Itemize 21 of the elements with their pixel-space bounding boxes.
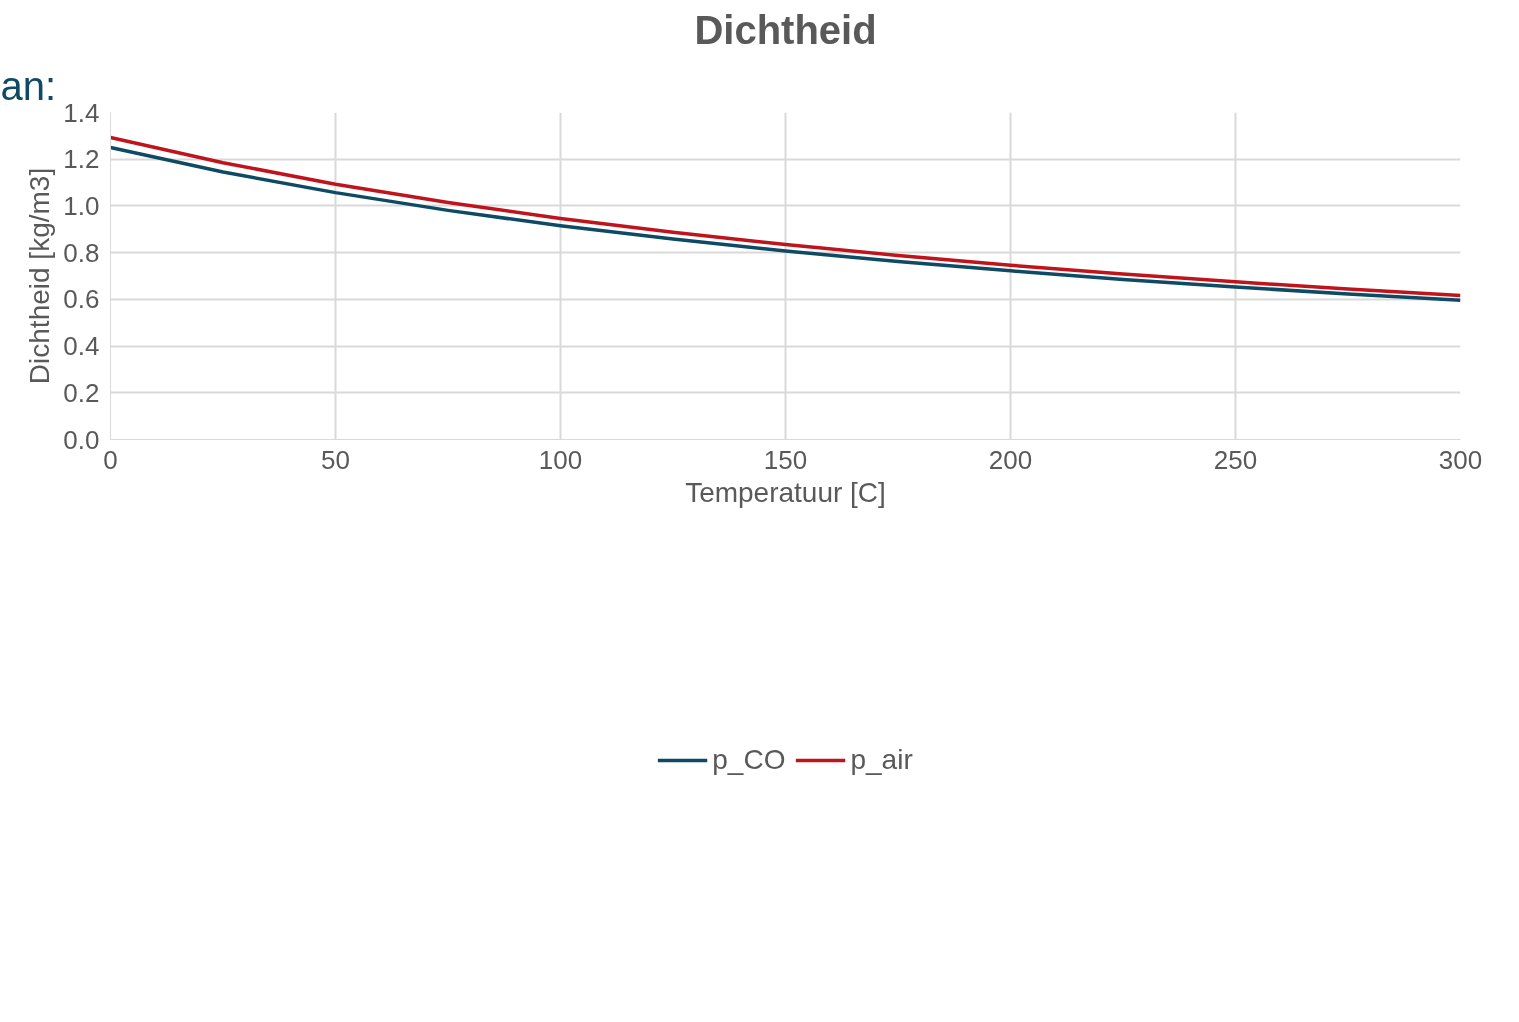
x-tick-label: 200 [988, 444, 1033, 475]
y-tick-label: 0.4 [63, 331, 100, 362]
chart-title: Dichtheid [694, 7, 877, 52]
y-tick-label: 0.8 [63, 237, 100, 268]
y-tick-label: 1.4 [63, 97, 100, 128]
y-tick-label: 1.0 [63, 190, 100, 221]
text: an: [0, 63, 57, 108]
x-tick-label: 100 [538, 444, 583, 475]
x-tick-label: 250 [1213, 444, 1258, 475]
x-tick-label: 300 [1438, 444, 1483, 475]
y-tick-label: 0.2 [63, 377, 100, 408]
y-tick-label: 0.6 [63, 284, 100, 315]
y-tick-label: 1.2 [63, 144, 100, 175]
x-tick-label: 0 [103, 444, 118, 475]
x-tick-label: 50 [321, 444, 350, 475]
x-tick-label: 150 [763, 444, 808, 475]
legend-label: p_air [850, 744, 913, 776]
x-axis-title: Temperatuur [C] [685, 476, 886, 508]
legend-label: p_CO [712, 744, 786, 776]
y-tick-label: 0.0 [63, 424, 100, 455]
y-axis-title: Dichtheid [kg/m3] [24, 167, 56, 385]
